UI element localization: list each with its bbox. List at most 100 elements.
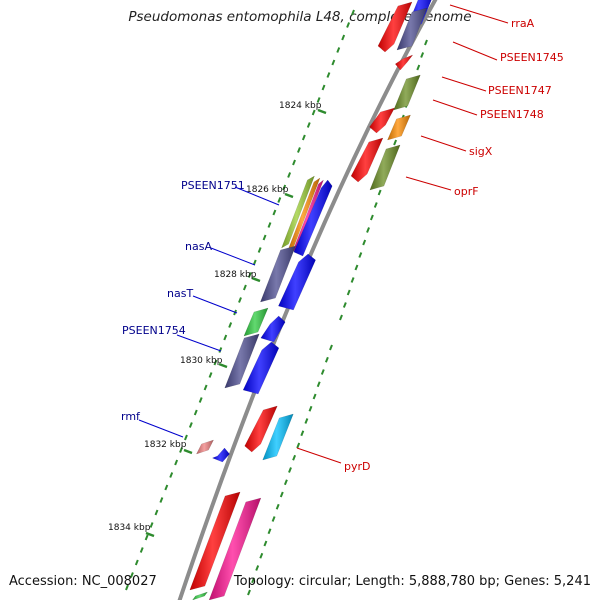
leader-PSEEN1747 <box>441 76 487 92</box>
kbp-tick-1826 <box>284 192 294 199</box>
outer-ring-lower-tick <box>324 356 329 363</box>
gene-block-pyrD-shading <box>262 414 294 460</box>
outer-ring-lower-tick <box>283 479 288 486</box>
leader-PSEEN1745 <box>452 41 498 61</box>
kbp-label-1826: 1826 kbp <box>246 185 289 195</box>
outer-ring-upper-tick <box>358 252 363 258</box>
outer-ring-lower-tick <box>279 491 284 498</box>
outer-ring-lower-tick <box>320 369 325 375</box>
inner-ring-tick <box>262 234 267 241</box>
inner-ring-tick <box>297 147 301 153</box>
inner-ring-tick <box>129 572 134 578</box>
outer-ring-lower-tick <box>292 454 297 461</box>
outer-ring-lower-tick <box>251 577 256 584</box>
inner-ring-tick <box>306 122 311 128</box>
inner-ring-tick <box>203 384 208 391</box>
map-title: Pseudomonas entomophila L48, complete ge… <box>128 9 472 25</box>
gene-block-bottom-green-shading <box>192 592 208 600</box>
gene-block-PSEEN1751-shading <box>293 180 333 256</box>
inner-ring-tick <box>301 134 306 141</box>
leader-sigX <box>420 135 467 152</box>
outer-ring-lower-tick <box>308 405 313 412</box>
outer-ring-upper-tick <box>366 227 370 233</box>
leader-PSEEN1754 <box>176 334 222 352</box>
gene-block-oprF-shading <box>369 145 401 190</box>
outer-ring-lower-tick <box>312 393 317 400</box>
gene-label-nasA: nasA <box>185 240 212 253</box>
backbone-arc <box>177 0 438 600</box>
gene-block-rmf-shading <box>212 448 230 462</box>
outer-ring-upper-tick <box>420 52 425 58</box>
inner-ring-tick <box>179 447 183 453</box>
outer-ring-lower-tick <box>263 540 268 547</box>
inner-ring-tick <box>267 222 272 228</box>
inner-ring-tick <box>184 434 188 441</box>
kbp-tick-1832 <box>183 448 193 455</box>
kbp-labels: 1824 kbp 1826 kbp 1828 kbp 1830 kbp 1832… <box>108 101 327 538</box>
kbp-label-1828: 1828 kbp <box>214 270 257 280</box>
inner-ring-tick <box>188 422 193 428</box>
leader-PSEEN1748 <box>432 99 478 116</box>
gene-label-PSEEN1747: PSEEN1747 <box>488 84 552 97</box>
inner-ring-tick <box>326 72 331 78</box>
gene-block-lower-red-shading <box>189 492 241 590</box>
outer-ring-upper-tick <box>424 39 428 46</box>
kbp-tick-1830 <box>218 362 228 369</box>
gene-block-PSEEN1751-green-shading <box>281 176 315 248</box>
gene-label-PSEEN1748: PSEEN1748 <box>480 108 544 121</box>
inner-ring-tick <box>139 547 144 553</box>
kbp-label-1832: 1832 kbp <box>144 440 187 450</box>
inner-ring-tick <box>321 84 326 91</box>
leader-nasA <box>210 247 256 266</box>
gene-label-nasT: nasT <box>167 287 193 300</box>
gene-label-sigX: sigX <box>469 145 493 158</box>
outer-ring-lower-tick <box>288 467 292 473</box>
outer-ring-upper-tick <box>354 264 359 271</box>
gene-block-PSEEN1747-red-shading <box>395 55 413 70</box>
outer-ring-upper-tick <box>350 277 355 283</box>
gene-block-PSEEN1751-pink-shading <box>292 180 324 252</box>
gene-block-rmf-pink-shading <box>196 440 214 454</box>
leader-rmf <box>138 419 184 438</box>
gene-block-nasT-blue-shading <box>260 316 286 342</box>
gene-block-lower-magenta-shading <box>209 498 261 600</box>
topology-summary: Topology: circular; Length: 5,888,780 bp… <box>233 574 591 589</box>
inner-ring-tick <box>272 209 277 216</box>
gene-block-PSEEN1751-orange-shading <box>288 178 320 250</box>
inner-ring-tick <box>238 297 242 303</box>
kbp-label-1834: 1834 kbp <box>108 523 151 533</box>
inner-ring-tick <box>193 409 198 416</box>
gene-label-PSEEN1754: PSEEN1754 <box>122 324 186 337</box>
outer-ring-lower-tick <box>329 344 333 351</box>
inner-ring-tick <box>198 397 203 403</box>
kbp-label-1824: 1824 kbp <box>279 101 322 111</box>
inner-ring-tick <box>159 497 164 503</box>
inner-ring-tick <box>213 359 218 366</box>
inner-ring-tick <box>311 109 316 116</box>
accession-text: Accession: NC_008027 <box>9 574 157 589</box>
gene-label-rraA: rraA <box>511 17 535 30</box>
inner-ring-tick <box>292 159 296 166</box>
outer-ring-lower-tick <box>296 442 301 449</box>
inner-ring-tick <box>336 47 341 53</box>
inner-ring-tick <box>228 322 233 328</box>
inner-ring-tick <box>208 372 213 378</box>
gene-block-pyrD-red-shading <box>244 406 278 452</box>
inner-ring-tick <box>218 347 223 353</box>
gene-block-nasT-shading <box>243 308 269 336</box>
outer-ring-upper-tick <box>393 139 398 146</box>
outer-ring-upper-tick <box>339 314 343 321</box>
inner-ring-tick <box>169 472 174 478</box>
inner-ring-tick <box>331 59 336 66</box>
inner-ring-tick <box>125 584 129 591</box>
inner-ring-tick <box>247 272 252 278</box>
leader-oprF <box>405 176 452 191</box>
outer-ring-upper-tick <box>416 64 421 71</box>
leader-PSEEN1751 <box>234 186 280 206</box>
gene-block-PSEEN1754-blue-shading <box>243 342 279 394</box>
inner-ring-tick <box>149 522 154 528</box>
gene-block-PSEEN1747-shading <box>393 75 421 110</box>
gene-block-PSEEN1754-shading <box>224 334 260 388</box>
inner-ring-tick <box>282 184 287 191</box>
